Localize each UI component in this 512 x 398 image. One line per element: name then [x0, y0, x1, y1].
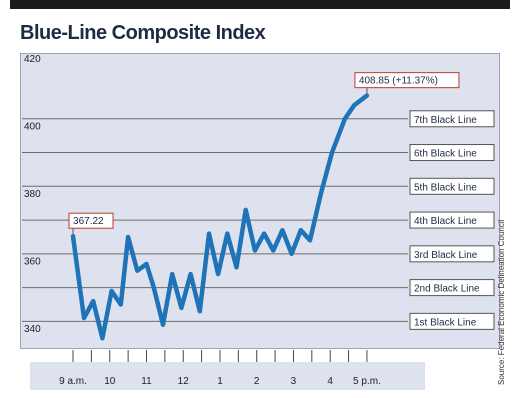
reference-label: 7th Black Line [414, 115, 477, 126]
x-tick-label: 10 [104, 376, 116, 387]
reference-label-box [409, 245, 495, 263]
reference-label-box [409, 279, 495, 297]
x-axis-strip [30, 362, 425, 390]
callout-label: 408.85 (+11.37%) [359, 76, 438, 87]
reference-label: 1st Black Line [414, 317, 477, 328]
reference-label-box [409, 144, 495, 162]
chart-title: Blue-Line Composite Index [20, 22, 266, 44]
x-tick-label: 2 [254, 376, 260, 387]
top-rule [10, 0, 510, 9]
reference-label: 4th Black Line [414, 216, 477, 227]
series-line [70, 93, 370, 341]
callout-box [354, 72, 460, 89]
reference-label: 5th Black Line [414, 182, 477, 193]
y-tick-label: 340 [24, 324, 41, 335]
x-tick-label: 5 p.m. [353, 376, 381, 387]
y-tick-label: 420 [24, 54, 41, 65]
y-tick-label: 400 [24, 122, 41, 133]
reference-label-box [409, 177, 495, 195]
reference-label-box [409, 110, 495, 128]
reference-label-box [409, 312, 495, 330]
reference-label: 2nd Black Line [414, 284, 480, 295]
x-tick-label: 11 [141, 376, 152, 387]
y-tick-label: 380 [24, 189, 41, 200]
callout-label: 367.22 [73, 216, 104, 227]
x-tick-label: 9 a.m. [59, 376, 87, 387]
x-tick-label: 12 [178, 376, 190, 387]
x-tick-label: 1 [217, 376, 223, 387]
reference-label: 3rd Black Line [414, 250, 478, 261]
x-tick-label: 4 [327, 376, 333, 387]
reference-label: 6th Black Line [414, 149, 477, 160]
reference-label-box [409, 211, 495, 229]
callout-box [68, 212, 114, 229]
x-tick-label: 3 [291, 376, 297, 387]
y-tick-label: 360 [24, 257, 41, 268]
plot-area [20, 53, 500, 349]
